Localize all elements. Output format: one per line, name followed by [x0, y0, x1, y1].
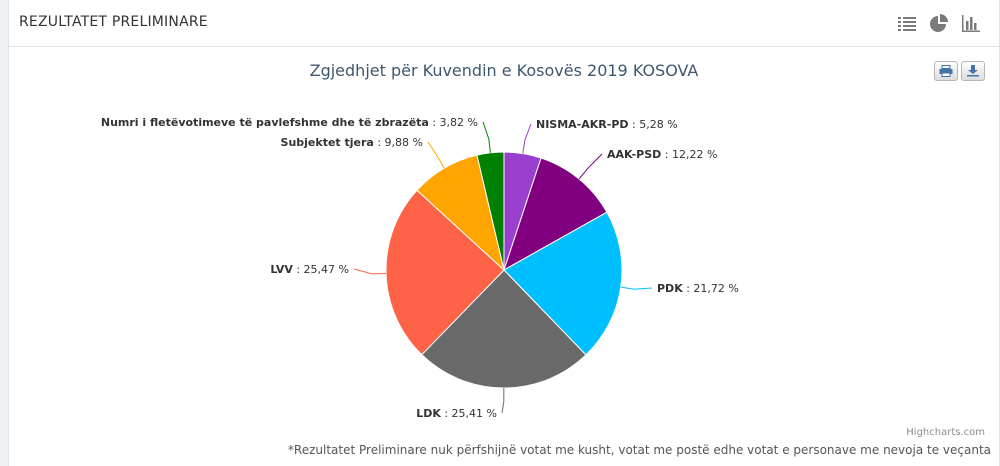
- connector-4: [353, 268, 387, 275]
- download-button[interactable]: [961, 61, 985, 81]
- panel-title: REZULTATET PRELIMINARE: [19, 14, 208, 30]
- pie-slice-4[interactable]: [385, 189, 505, 356]
- bar-chart-icon[interactable]: [961, 13, 981, 33]
- printer-icon: [939, 65, 953, 77]
- slice-label-6: Numri i fletëvotimeve të pavlefshme dhe …: [101, 116, 478, 129]
- slice-label-3: LDK : 25,41 %: [416, 407, 497, 420]
- print-button[interactable]: [934, 61, 958, 81]
- view-toolbar: [897, 13, 981, 33]
- slice-label-5: Subjektet tjera : 9,88 %: [281, 136, 423, 149]
- results-panel: REZULTATET PRELIMINARE: [8, 0, 1000, 466]
- connector-1: [578, 153, 603, 180]
- pie-chart: NISMA-AKR-PD : 5,28 % AAK-PSD : 12,22 % PD…: [101, 116, 739, 420]
- connector-5: [427, 141, 445, 169]
- pie-slice-2[interactable]: [503, 211, 623, 356]
- connector-3: [501, 387, 505, 414]
- download-icon: [967, 65, 979, 77]
- pie-slice-3[interactable]: [421, 269, 587, 389]
- slice-label-2: PDK : 21,72 %: [657, 282, 739, 295]
- slice-label-0: NISMA-AKR-PD : 5,28 %: [536, 118, 678, 131]
- connector-6: [482, 121, 491, 153]
- connector-2: [620, 286, 653, 290]
- export-buttons: [934, 61, 985, 81]
- slice-label-1: AAK-PSD : 12,22 %: [607, 148, 717, 161]
- slice-label-4: LVV : 25,47 %: [270, 263, 349, 276]
- pie-slice-6[interactable]: [476, 151, 505, 271]
- footnote: *Rezultatet Preliminare nuk përfshijnë v…: [287, 443, 991, 457]
- list-icon[interactable]: [897, 13, 917, 33]
- chart-title: Zgjedhjet për Kuvendin e Kosovës 2019 KO…: [309, 61, 699, 80]
- credits-link[interactable]: Highcharts.com: [906, 427, 985, 438]
- panel-header: REZULTATET PRELIMINARE: [9, 0, 999, 47]
- connector-0: [522, 123, 532, 154]
- pie-chart-icon[interactable]: [929, 13, 949, 33]
